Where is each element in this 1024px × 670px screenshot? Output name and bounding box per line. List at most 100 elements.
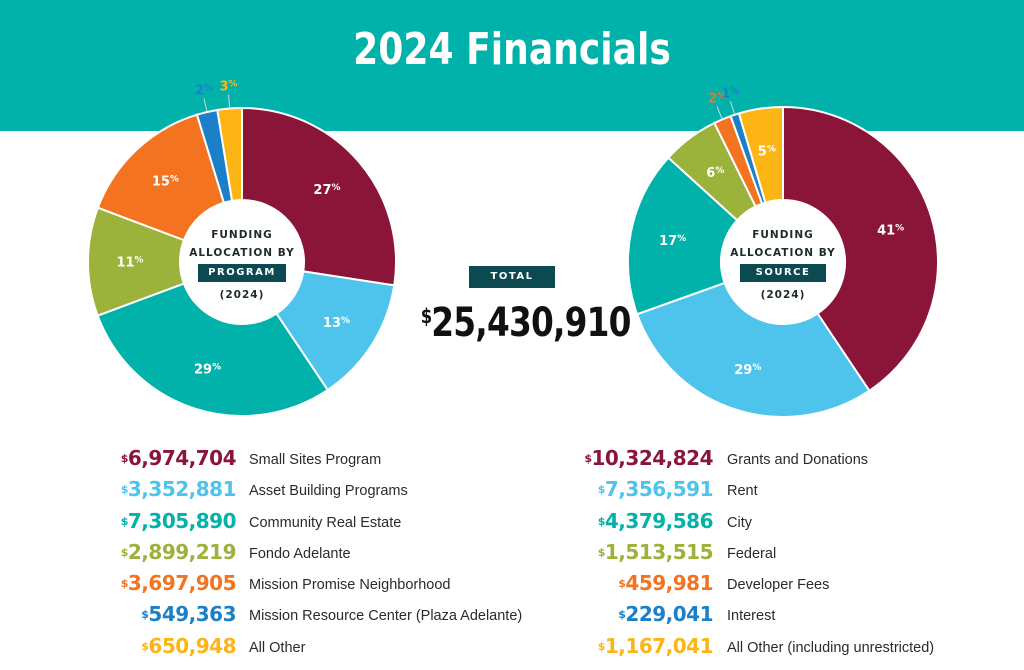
amount-value: 459,981 bbox=[625, 571, 713, 596]
total-tag: TOTAL bbox=[469, 266, 555, 288]
dollar-sign: $ bbox=[120, 514, 129, 528]
amount-value: 650,948 bbox=[148, 633, 236, 658]
source-donut: 41%29%17%6%2%1%5% bbox=[627, 86, 939, 418]
amount-value: 4,379,586 bbox=[604, 508, 714, 533]
amount-value: 6,974,704 bbox=[127, 446, 237, 470]
dollar-sign: $ bbox=[618, 608, 626, 622]
dollar-sign: $ bbox=[584, 452, 592, 465]
legend-amount: $1,167,041 bbox=[597, 632, 714, 660]
slice-percent-label: 2% bbox=[195, 83, 213, 98]
donut-hole bbox=[721, 200, 845, 324]
legend-amount: $3,697,905 bbox=[120, 569, 237, 597]
center-line1: FUNDING bbox=[211, 229, 273, 241]
legend-label: Mission Promise Neighborhood bbox=[249, 577, 451, 594]
legend-amount: $1,513,515 bbox=[597, 538, 714, 566]
legend-amount: $6,974,704 bbox=[120, 444, 237, 472]
dollar-sign: $ bbox=[618, 577, 626, 591]
legend-label: Developer Fees bbox=[727, 577, 830, 594]
legend-row: $7,305,890 Community Real Estate bbox=[0, 507, 540, 538]
legend-amount: $4,379,586 bbox=[597, 507, 714, 535]
amount-value: 3,697,905 bbox=[127, 571, 237, 596]
page-title: 2024 Financials bbox=[353, 24, 671, 75]
legend-row: $650,948 All Other bbox=[0, 632, 540, 663]
legend-row: $3,697,905 Mission Promise Neighborhood bbox=[0, 569, 540, 600]
program-legend: $6,974,704 Small Sites Program $3,352,881 A… bbox=[0, 444, 540, 663]
legend-row: $549,363 Mission Resource Center (Plaza A… bbox=[0, 600, 540, 631]
dollar-sign: $ bbox=[120, 483, 129, 497]
legend-row: $7,356,591 Rent bbox=[0, 475, 1024, 506]
legend-row: $2,899,219 Fondo Adelante bbox=[0, 538, 540, 569]
program-chart-center-label: FUNDING ALLOCATION BY PROGRAM (2024) bbox=[177, 226, 307, 304]
center-year: (2024) bbox=[219, 289, 265, 301]
legend-row: $6,974,704 Small Sites Program bbox=[0, 444, 540, 475]
legend-row: $1,167,041 All Other (including unrestric… bbox=[0, 632, 1024, 663]
slice-percent-label: 1% bbox=[721, 86, 739, 101]
dollar-sign: $ bbox=[141, 608, 149, 622]
total-value: $25,430,910 bbox=[420, 300, 632, 346]
legend-row: $10,324,824 Grants and Donations bbox=[0, 444, 1024, 475]
legend-amount: $459,981 bbox=[618, 569, 713, 597]
legend-label: Small Sites Program bbox=[249, 452, 382, 468]
legend-amount: $229,041 bbox=[618, 600, 713, 628]
legend-amount: $7,305,890 bbox=[120, 507, 237, 535]
legend-label: Grants and Donations bbox=[727, 452, 869, 468]
amount-value: 549,363 bbox=[148, 602, 236, 627]
legend-row: $229,041 Interest bbox=[0, 600, 1024, 631]
dollar-sign: $ bbox=[597, 545, 606, 559]
program-donut: 27%13%29%11%15%2% 3% bbox=[87, 80, 397, 417]
dollar-sign: $ bbox=[120, 545, 129, 559]
legend-row: $459,981 Developer Fees bbox=[0, 569, 1024, 600]
leader-line bbox=[228, 94, 231, 108]
dollar-sign: $ bbox=[597, 639, 606, 653]
leader-line bbox=[729, 101, 735, 114]
leader-line bbox=[203, 98, 208, 112]
legend-label: All Other (including unrestricted) bbox=[727, 639, 935, 656]
dollar-sign: $ bbox=[141, 639, 149, 653]
center-line2: ALLOCATION BY bbox=[189, 247, 295, 259]
legend-label: Rent bbox=[727, 483, 758, 500]
amount-value: 229,041 bbox=[625, 602, 713, 627]
leader-line bbox=[716, 106, 723, 119]
legend-label: Interest bbox=[727, 608, 776, 625]
legend-amount: $650,948 bbox=[141, 632, 236, 660]
legend-label: Community Real Estate bbox=[249, 514, 402, 531]
amount-value: 7,305,890 bbox=[127, 508, 237, 533]
legend-amount: $3,352,881 bbox=[120, 475, 237, 503]
legend-label: All Other bbox=[249, 639, 306, 656]
legend-label: Fondo Adelante bbox=[249, 545, 351, 562]
dollar-sign: $ bbox=[597, 483, 606, 497]
amount-value: 3,352,881 bbox=[127, 477, 237, 502]
amount-value: 2,899,219 bbox=[127, 539, 237, 564]
legend-label: City bbox=[727, 514, 752, 531]
legend-row: $4,379,586 City bbox=[0, 507, 1024, 538]
header-banner bbox=[0, 0, 1024, 131]
source-chart-center-label: FUNDING ALLOCATION BY SOURCE (2024) bbox=[718, 226, 848, 304]
legend-row: $3,352,881 Asset Building Programs bbox=[0, 475, 540, 506]
legend-label: Mission Resource Center (Plaza Adelante) bbox=[249, 608, 523, 625]
legend-amount: $549,363 bbox=[141, 600, 236, 628]
amount-value: 1,513,515 bbox=[604, 539, 714, 564]
dollar-sign: $ bbox=[120, 577, 129, 591]
dollar-sign: $ bbox=[420, 304, 432, 328]
legend-amount: $2,899,219 bbox=[120, 538, 237, 566]
dollar-sign: $ bbox=[597, 514, 606, 528]
amount-value: 1,167,041 bbox=[604, 633, 714, 658]
legend-label: Federal bbox=[727, 545, 777, 562]
center-line2: ALLOCATION BY bbox=[730, 247, 836, 259]
program-tag: PROGRAM bbox=[198, 264, 286, 282]
amount-value: 10,324,824 bbox=[591, 446, 713, 470]
donut-hole bbox=[180, 200, 304, 324]
legend-amount: $7,356,591 bbox=[597, 475, 714, 503]
legend-row: $1,513,515 Federal bbox=[0, 538, 1024, 569]
legend-label: Asset Building Programs bbox=[249, 483, 408, 500]
slice-percent-label: 3% bbox=[219, 80, 237, 95]
total-amount: 25,430,910 bbox=[431, 300, 631, 346]
dollar-sign: $ bbox=[120, 452, 129, 465]
amount-value: 7,356,591 bbox=[604, 477, 714, 502]
source-legend: $10,324,824 Grants and Donations $7,356,59… bbox=[0, 444, 1024, 663]
center-year: (2024) bbox=[760, 289, 806, 301]
legend-amount: $10,324,824 bbox=[584, 444, 713, 472]
source-tag: SOURCE bbox=[740, 264, 826, 282]
center-line1: FUNDING bbox=[752, 229, 814, 241]
